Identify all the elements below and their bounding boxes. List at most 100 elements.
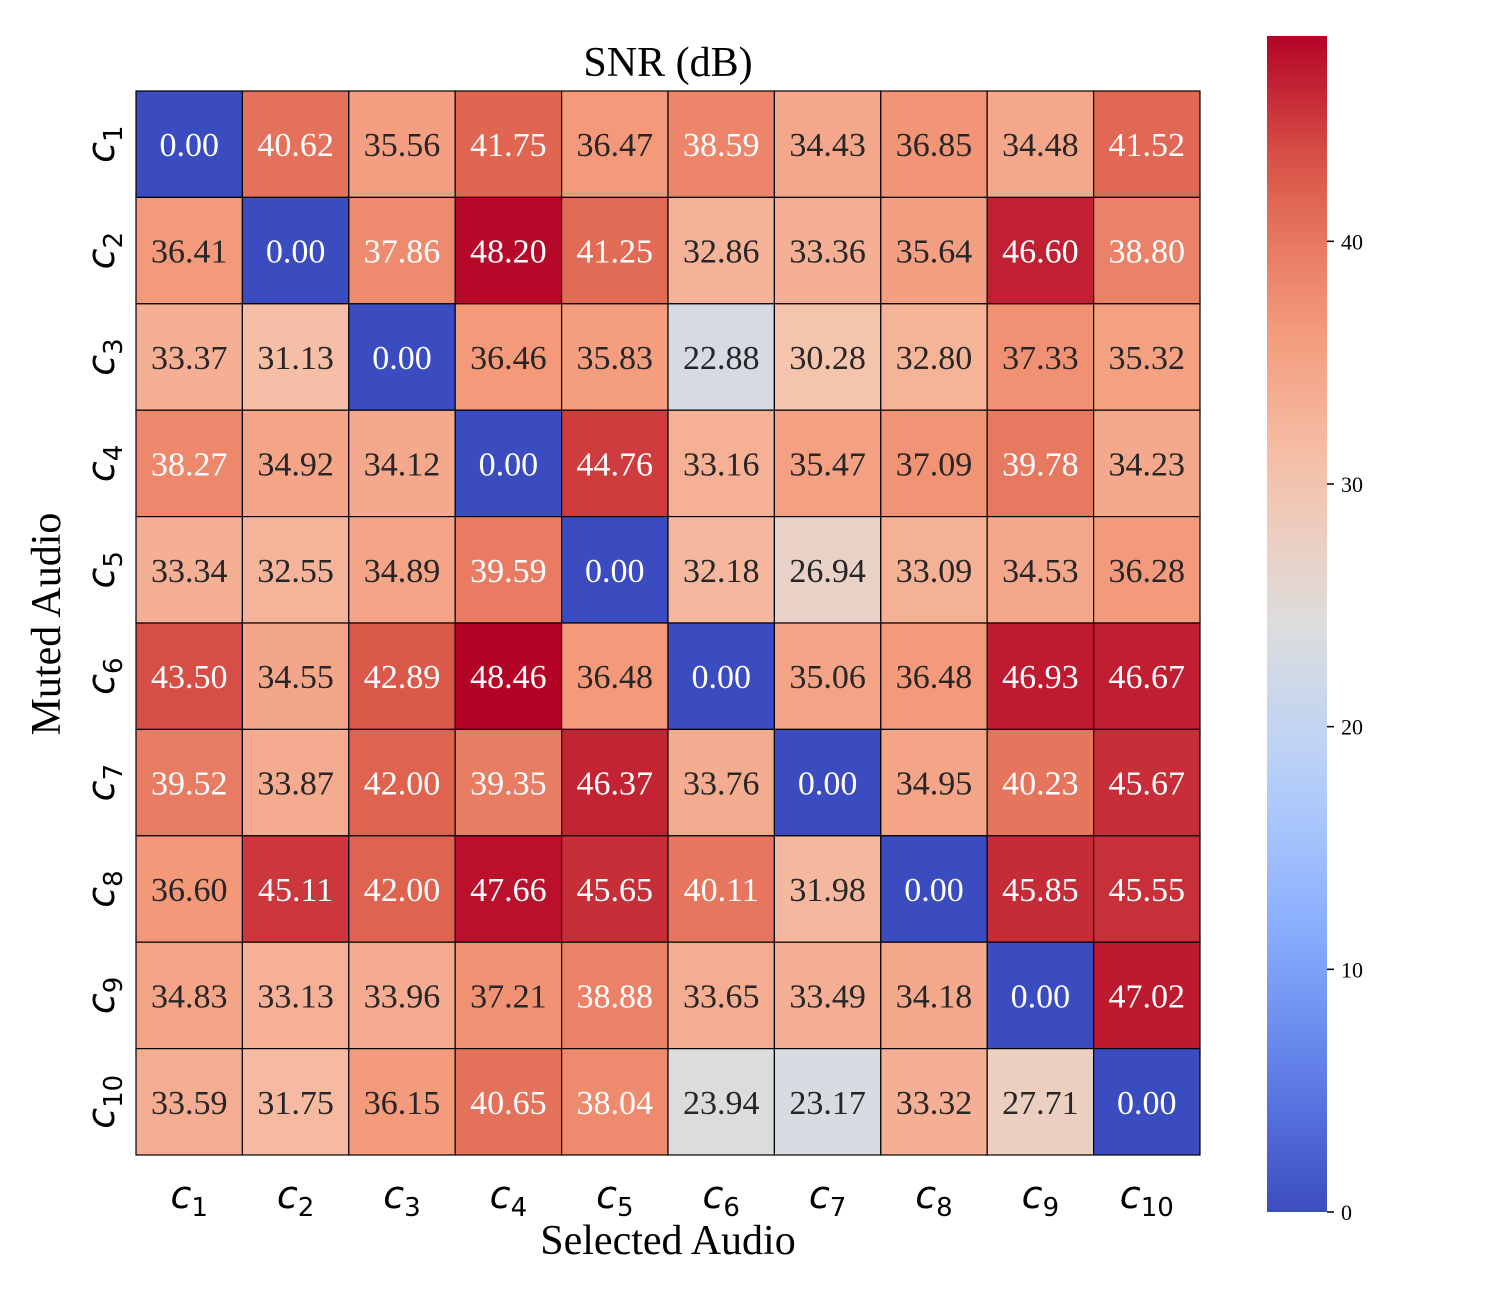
cell-value-label: 33.96 xyxy=(364,978,441,1015)
cell-value-label: 27.71 xyxy=(1002,1085,1079,1122)
heatmap-cell xyxy=(241,515,350,624)
cell-value-label: 42.89 xyxy=(364,659,441,696)
cell-value-label: 39.59 xyxy=(470,553,547,590)
heatmap-cell xyxy=(986,303,1095,411)
heatmap-cell xyxy=(667,196,776,305)
heatmap-cell xyxy=(454,835,563,943)
heatmap-cell xyxy=(880,409,988,518)
x-tick-label: c2 xyxy=(277,1173,314,1223)
y-tick-label: c2 xyxy=(79,232,129,269)
cell-value-label: 33.32 xyxy=(896,1085,973,1122)
cell-value-label: 34.92 xyxy=(257,446,334,483)
cell-value-label: 48.20 xyxy=(470,234,547,271)
x-tick-label: c9 xyxy=(1022,1173,1059,1223)
heatmap-cell xyxy=(1092,941,1201,1050)
heatmap-cell xyxy=(986,1047,1095,1156)
cell-value-label: 45.65 xyxy=(577,872,654,909)
cell-value-label: 35.32 xyxy=(1109,340,1186,377)
cell-value-label: 36.28 xyxy=(1109,553,1186,590)
heatmap-cell xyxy=(773,622,882,731)
x-tick-label: c8 xyxy=(915,1173,952,1223)
heatmap-cell xyxy=(880,835,988,943)
heatmap-cell xyxy=(986,515,1095,624)
heatmap-cell xyxy=(773,303,882,411)
cell-value-label: 33.59 xyxy=(151,1085,228,1122)
cell-value-label: 36.48 xyxy=(577,659,654,696)
heatmap-cell xyxy=(135,622,244,731)
cell-value-label: 47.02 xyxy=(1109,978,1186,1015)
heatmap-cell xyxy=(348,515,456,624)
heatmap-cell xyxy=(241,1047,350,1156)
cell-value-label: 0.00 xyxy=(159,127,219,164)
heatmap-cell xyxy=(773,941,882,1050)
heatmap-cell xyxy=(241,835,350,943)
cell-value-label: 46.60 xyxy=(1002,234,1079,271)
cell-value-label: 40.65 xyxy=(470,1085,547,1122)
cell-value-label: 37.09 xyxy=(896,446,973,483)
cell-value-label: 41.52 xyxy=(1109,127,1186,164)
cell-value-label: 39.35 xyxy=(470,766,547,803)
heatmap-cell xyxy=(348,196,456,305)
x-tick-label: c1 xyxy=(170,1173,207,1223)
colorbar-tick-label: 20 xyxy=(1341,715,1363,740)
heatmap-cell xyxy=(773,409,882,518)
heatmap-cell xyxy=(1092,835,1201,943)
cell-value-label: 39.78 xyxy=(1002,446,1079,483)
heatmap-cell xyxy=(667,728,776,837)
x-tick-label: c4 xyxy=(490,1173,527,1223)
cell-value-label: 46.37 xyxy=(577,766,654,803)
heatmap-cell xyxy=(560,196,669,305)
colorbar-tick-label: 30 xyxy=(1341,472,1363,497)
cell-value-label: 0.00 xyxy=(266,234,326,271)
cell-value-label: 32.80 xyxy=(896,340,973,377)
cell-value-label: 45.85 xyxy=(1002,872,1079,909)
cell-value-label: 34.83 xyxy=(151,978,228,1015)
cell-value-label: 0.00 xyxy=(1011,978,1071,1015)
heatmap-cell xyxy=(348,1047,456,1156)
cell-value-label: 34.55 xyxy=(257,659,334,696)
heatmap-cell xyxy=(773,1047,882,1156)
cell-value-label: 34.12 xyxy=(364,446,441,483)
heatmap-cell xyxy=(880,515,988,624)
colorbar-tick-label: 0 xyxy=(1341,1200,1352,1225)
cell-value-label: 41.25 xyxy=(577,234,654,271)
heatmap-cell xyxy=(986,622,1095,731)
x-tick-labels: c1 c2 c3 c4 c5 c6 c7 c8 c9 c10 xyxy=(170,1173,1173,1223)
cell-value-label: 39.52 xyxy=(151,766,228,803)
y-tick-label: c8 xyxy=(79,870,129,907)
cell-value-label: 45.11 xyxy=(258,872,333,909)
heatmap-cells: 0.00 40.62 35.56 41.75 36.47 38.59 34.43 36.85 3… xyxy=(135,90,1201,1156)
cell-value-label: 0.00 xyxy=(479,446,539,483)
heatmap-cell xyxy=(1092,196,1201,305)
y-tick-label: c4 xyxy=(79,445,129,482)
y-tick-label: c9 xyxy=(79,977,129,1014)
cell-value-label: 48.46 xyxy=(470,659,547,696)
heatmap-cell xyxy=(560,835,669,943)
cell-value-label: 42.00 xyxy=(364,872,441,909)
x-tick-label: c5 xyxy=(596,1173,633,1223)
cell-value-label: 40.62 xyxy=(257,127,334,164)
heatmap-cell xyxy=(1092,728,1201,837)
heatmap-cell xyxy=(986,728,1095,837)
heatmap-cell xyxy=(773,835,882,943)
y-tick-label: c5 xyxy=(79,551,129,588)
heatmap-cell xyxy=(986,409,1095,518)
heatmap-cell xyxy=(135,1047,244,1156)
x-tick-label: c10 xyxy=(1120,1173,1174,1223)
heatmap-cell xyxy=(560,941,669,1050)
heatmap-cell xyxy=(560,622,669,731)
heatmap-cell xyxy=(454,1047,563,1156)
cell-value-label: 33.09 xyxy=(896,553,973,590)
heatmap-cell xyxy=(986,835,1095,943)
heatmap-cell xyxy=(880,303,988,411)
cell-value-label: 40.23 xyxy=(1002,766,1079,803)
cell-value-label: 45.55 xyxy=(1109,872,1186,909)
cell-value-label: 0.00 xyxy=(798,766,858,803)
cell-value-label: 32.18 xyxy=(683,553,760,590)
y-tick-label: c1 xyxy=(79,125,129,162)
heatmap-cell xyxy=(986,941,1095,1050)
heatmap-cell xyxy=(560,409,669,518)
cell-value-label: 33.65 xyxy=(683,978,760,1015)
cell-value-label: 0.00 xyxy=(372,340,432,377)
cell-value-label: 32.86 xyxy=(683,234,760,271)
